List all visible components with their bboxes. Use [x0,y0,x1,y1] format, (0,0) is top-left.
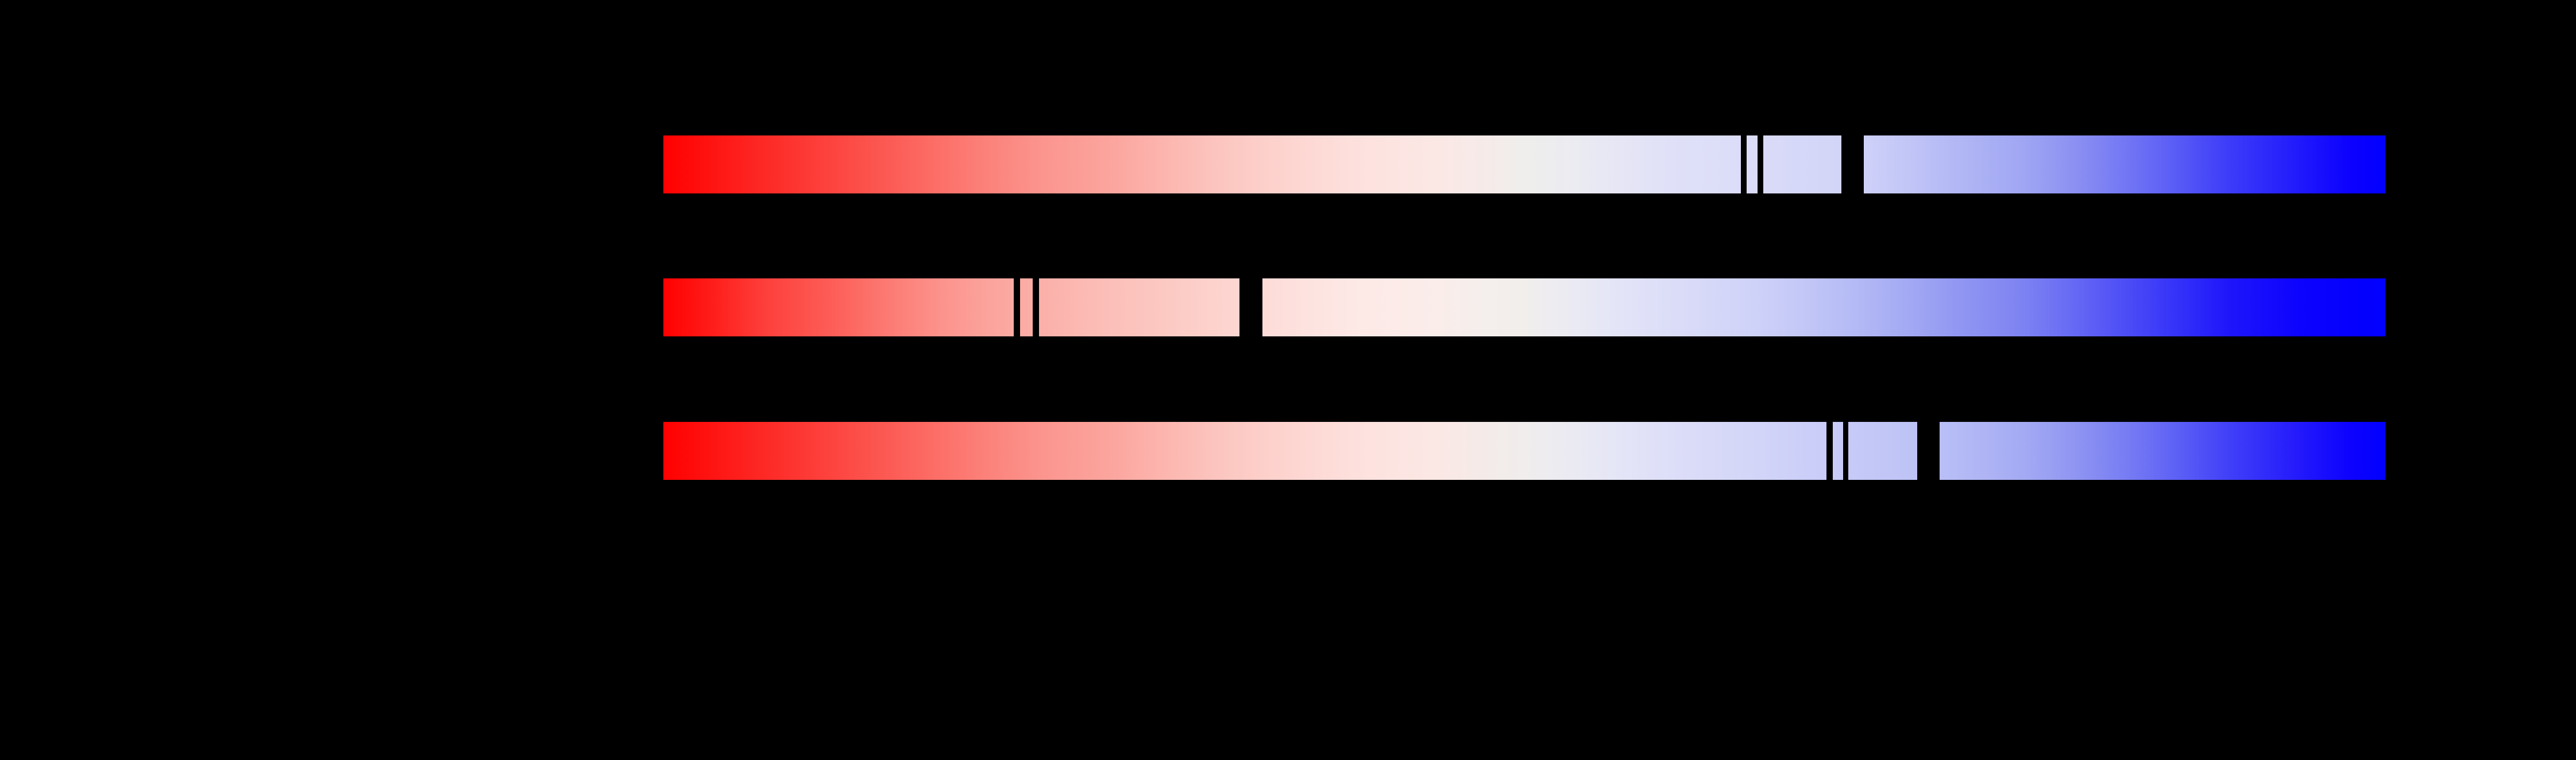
gradient-strip-1 [663,135,2385,193]
marker-band [1841,135,1864,193]
marker-band [1917,422,1940,480]
marker-band [1239,278,1262,336]
marker-line [1014,278,1021,336]
gradient-strip-2 [663,278,2385,336]
marker-line [1741,135,1747,193]
marker-line [1033,278,1040,336]
marker-line [1843,422,1848,480]
marker-line [1757,135,1763,193]
gradient-strip-3 [663,422,2385,480]
marker-line [1826,422,1833,480]
